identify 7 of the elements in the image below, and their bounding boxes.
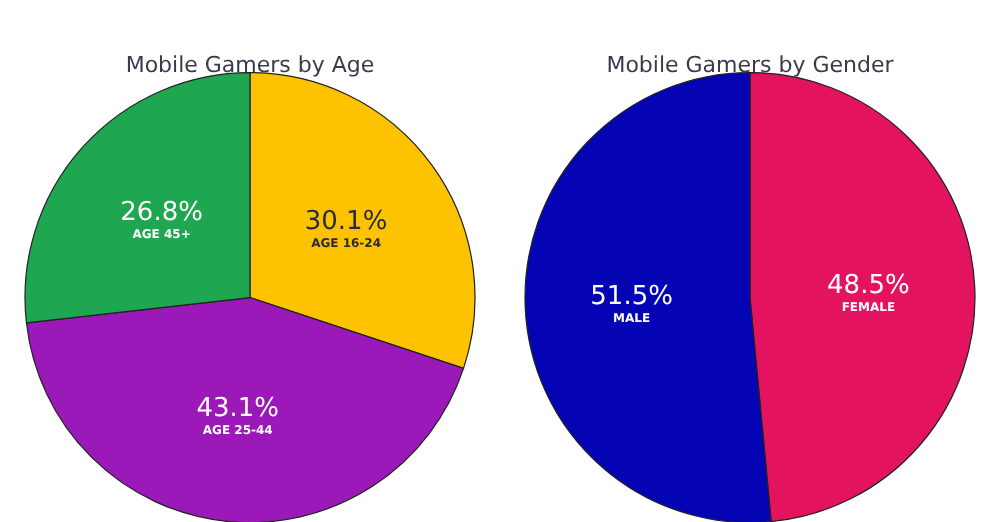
chart-title: Mobile Gamers by Age <box>125 52 375 78</box>
data-label: 26.8% <box>120 197 203 228</box>
data-label: 43.1% <box>196 394 280 425</box>
data-label: 30.1% <box>304 207 388 238</box>
chart-title: Mobile Gamers by Gender <box>606 52 895 78</box>
data-label: 48.5% <box>827 270 910 301</box>
data-label: 51.5% <box>590 282 673 313</box>
